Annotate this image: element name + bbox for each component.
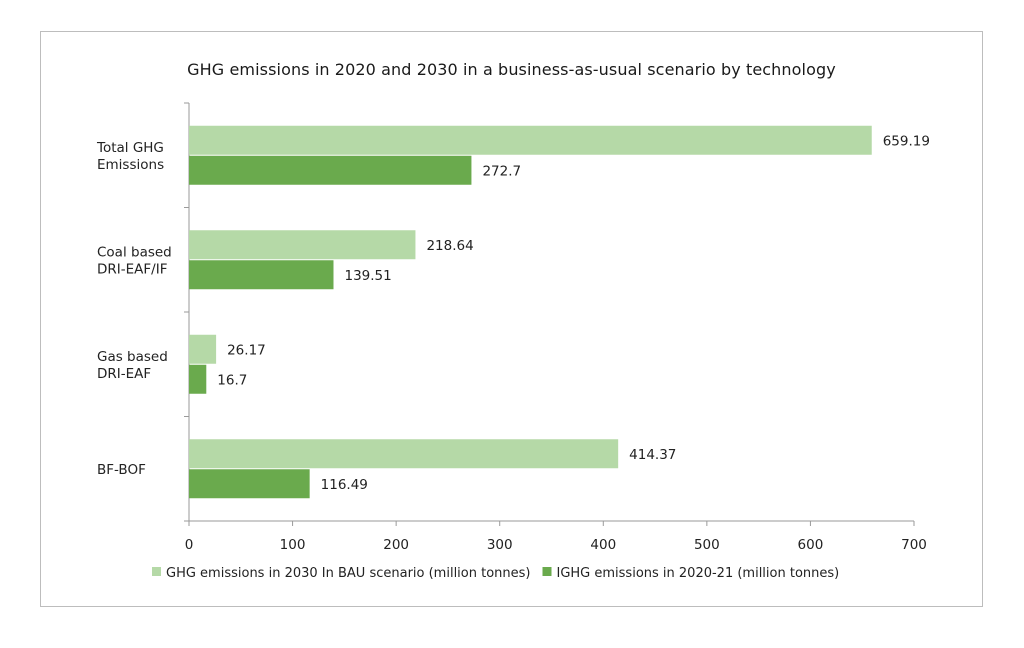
category-label: Coal based: [97, 244, 172, 260]
category-label: BF-BOF: [97, 462, 146, 478]
bar: [189, 125, 872, 155]
bar: [189, 364, 207, 394]
x-tick-label: 300: [487, 537, 513, 553]
chart-title: GHG emissions in 2020 and 2030 in a busi…: [187, 60, 836, 79]
legend-label: IGHG emissions in 2020-21 (million tonne…: [557, 566, 840, 581]
bar: [189, 439, 619, 469]
bar: [189, 469, 310, 499]
legend-swatch: [542, 567, 552, 576]
x-tick-label: 100: [280, 537, 306, 553]
data-label: 16.7: [217, 372, 247, 388]
category-label: Emissions: [97, 157, 164, 173]
data-label: 414.37: [629, 447, 676, 463]
x-tick-label: 700: [901, 537, 927, 553]
x-tick-label: 600: [798, 537, 824, 553]
data-label: 272.7: [482, 163, 521, 179]
data-label: 218.64: [426, 238, 473, 254]
legend-label: GHG emissions in 2030 In BAU scenario (m…: [166, 566, 531, 581]
data-label: 659.19: [883, 133, 930, 149]
category-label: DRI-EAF/IF: [97, 261, 167, 277]
legend-swatch: [152, 567, 161, 576]
category-label: DRI-EAF: [97, 366, 151, 382]
bar: [189, 230, 416, 260]
x-tick-label: 200: [383, 537, 409, 553]
x-tick-label: 500: [694, 537, 720, 553]
category-label: Gas based: [97, 349, 168, 365]
x-tick-label: 0: [185, 537, 194, 553]
bar: [189, 334, 217, 364]
data-label: 116.49: [321, 477, 368, 493]
data-label: 26.17: [227, 342, 266, 358]
data-label: 139.51: [344, 268, 391, 284]
bar: [189, 260, 334, 290]
category-label: Total GHG: [96, 140, 164, 156]
x-tick-label: 400: [590, 537, 616, 553]
bar: [189, 155, 472, 185]
